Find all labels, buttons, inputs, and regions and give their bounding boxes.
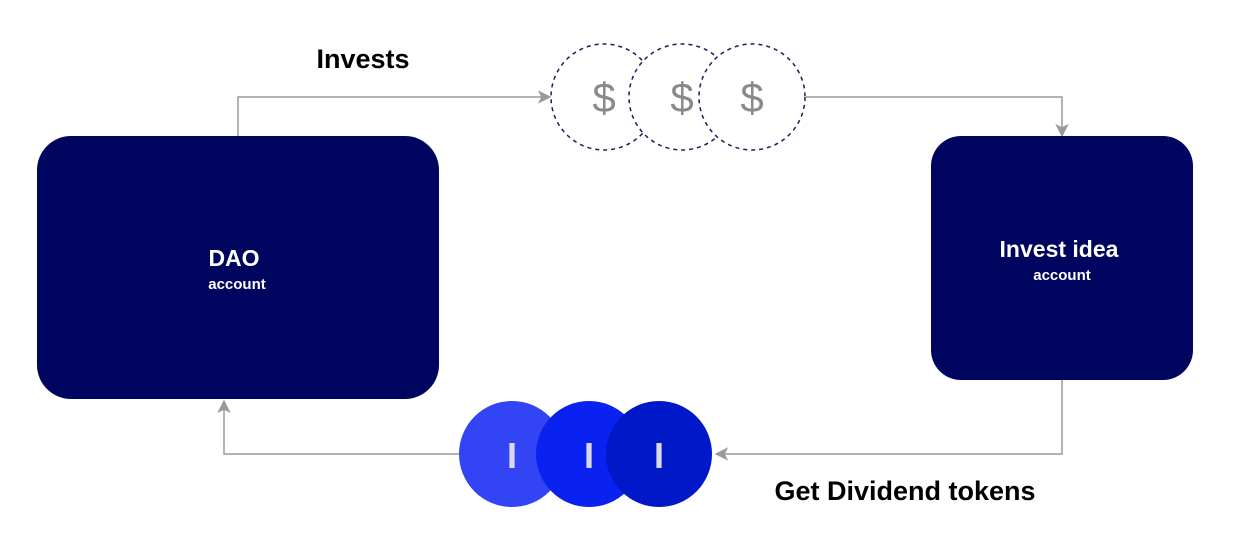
invest-idea-subtitle: account [1033, 267, 1091, 284]
token-coin-3 [606, 401, 712, 507]
token-glyph-2: I [584, 435, 594, 476]
dollar-coins: $ $ $ [550, 43, 806, 151]
invests-arrow-left [237, 90, 552, 137]
dollar-coin-3 [698, 43, 806, 151]
dao-account-box [37, 136, 439, 399]
dividends-arrow-left [217, 399, 460, 455]
dividends-arrow-right [714, 380, 1063, 461]
dollar-glyph-2: $ [670, 74, 693, 121]
invests-arrow-right [806, 96, 1069, 138]
dividend-tokens: I I I [459, 401, 712, 507]
connector-dividends [217, 380, 1063, 461]
invest-idea-account-box [931, 136, 1193, 380]
dollar-glyph-1: $ [592, 74, 615, 121]
token-coin-1 [459, 401, 565, 507]
connector-invests [237, 90, 1069, 138]
invest-idea-account-node: Invest idea account [931, 136, 1193, 380]
invest-idea-title: Invest idea [1000, 236, 1119, 262]
dollar-glyph-3: $ [740, 74, 763, 121]
dao-account-node: DAO account [37, 136, 439, 399]
token-glyph-3: I [654, 435, 664, 476]
token-glyph-1: I [507, 435, 517, 476]
dividends-label: Get Dividend tokens [774, 476, 1035, 506]
invests-label: Invests [316, 44, 409, 74]
dao-title: DAO [208, 245, 259, 271]
dao-subtitle: account [208, 276, 266, 293]
